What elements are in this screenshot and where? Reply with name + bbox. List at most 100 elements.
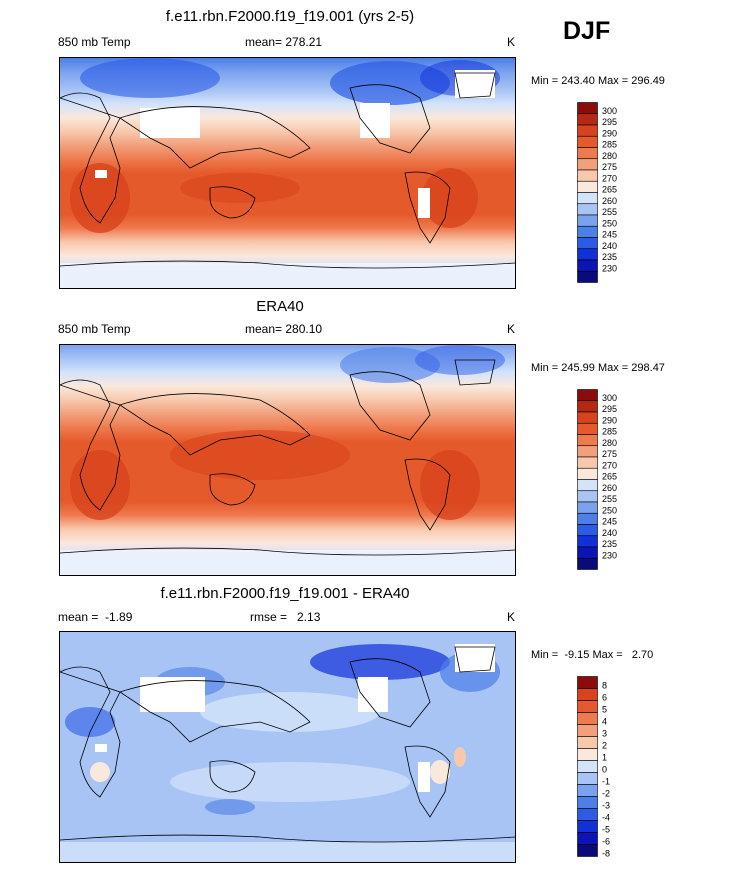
panel2-colorbar: 300 295 290 285 280 275 270 265 260 255 250 245 240 2… [577,389,637,579]
panel3-colorbar-swatch [577,832,598,845]
panel1-map [59,57,516,289]
panel1-minmax: Min = 243.40 Max = 296.49 [531,75,665,87]
panel3-colorbar-tick-label: -4 [602,813,610,823]
panel2-colorbar-tick-label: 295 [602,404,617,414]
panel3-colorbar-swatch [577,748,598,761]
panel2-minmax: Min = 245.99 Max = 298.47 [531,362,665,374]
panel1-colorbar-tick-label: 270 [602,173,617,183]
panel1-colorbar-tick-label: 250 [602,218,617,228]
panel2-colorbar-swatch [577,411,598,424]
panel3-colorbar-swatch [577,844,598,857]
panel1-colorbar-swatch [577,192,598,205]
panel1-colorbar-swatch [577,203,598,216]
panel2-map [59,344,516,576]
panel3-colorbar-tick-label: -8 [602,849,610,859]
panel1-mean-label: mean= 278.21 [245,35,323,49]
panel3-colorbar-swatch [577,796,598,809]
panel2-colorbar-swatch [577,546,598,559]
panel3-colorbar-swatch [577,772,598,785]
panel1-colorbar-swatch [577,237,598,250]
panel1-colorbar-tick-label: 275 [602,162,617,172]
panel3-colorbar-tick-label: -1 [602,777,610,787]
panel1-colorbar-tick-label: 265 [602,185,617,195]
panel3-colorbar-tick-label: 1 [602,753,607,763]
panel2-colorbar-swatch [577,389,598,402]
season-label: DJF [563,17,611,45]
panel3-colorbar-swatch [577,688,598,701]
panel2-colorbar-tick-label: 255 [602,494,617,504]
panel2-colorbar-swatch [577,490,598,503]
panel2-colorbar-swatch [577,535,598,548]
panel2-colorbar-swatch [577,501,598,514]
panel3-colorbar-tick-label: 5 [602,705,607,715]
panel1-colorbar-svg: 3002952902852802752702652602552502452402… [577,102,617,283]
panel2-colorbar-swatch [577,557,598,570]
panel2-colorbar-swatch [577,400,598,413]
panel2-colorbar-swatch [577,445,598,458]
panel1-colorbar-swatch [577,135,598,148]
panel3-colorbar-tick-label: 0 [602,765,607,775]
panel3-colorbar-tick-label: -6 [602,837,610,847]
panel1-colorbar-tick-label: 235 [602,252,617,262]
panel1-colorbar: 300 295 290 285 280 275 270 265 260 255 250 245 240 2… [577,102,637,292]
panel2-colorbar-tick-label: 290 [602,415,617,425]
panel3-map [59,631,516,863]
panel3-map-svg [60,632,515,862]
panel1-colorbar-tick-label: 285 [602,140,617,150]
panel1-colorbar-swatch [577,124,598,137]
panel3-title: f.e11.rbn.F2000.f19_f19.001 - ERA40 [160,585,410,602]
panel2-colorbar-tick-label: 240 [602,528,617,538]
panel2-colorbar-tick-label: 270 [602,460,617,470]
panel3-colorbar-tick-label: 8 [602,681,607,691]
panel1-colorbar-tick-label: 260 [602,196,617,206]
panel2-colorbar-tick-label: 265 [602,472,617,482]
panel3-colorbar-tick-label: 6 [602,693,607,703]
panel2-title: ERA40 [256,298,304,315]
panel3-colorbar-tick-label: -3 [602,801,610,811]
panel1-colorbar-tick-label: 300 [602,106,617,116]
panel2-colorbar-tick-label: 275 [602,449,617,459]
panel3-colorbar-swatch [577,700,598,713]
panel2-colorbar-swatch [577,512,598,525]
panel2-colorbar-swatch [577,524,598,537]
panel2-variable-label: 850 mb Temp [58,322,131,336]
panel1-colorbar-tick-label: 240 [602,241,617,251]
panel1-colorbar-tick-label: 290 [602,128,617,138]
panel2-colorbar-tick-label: 285 [602,427,617,437]
panel1-colorbar-swatch [577,214,598,227]
panel2-colorbar-swatch [577,456,598,469]
panel3-colorbar-swatch [577,676,598,689]
panel1-colorbar-tick-label: 230 [602,263,617,273]
panel1-colorbar-swatch [577,225,598,238]
panel2-colorbar-svg: 3002952902852802752702652602552502452402… [577,389,617,570]
panel2-mean-label: mean= 280.10 [245,322,323,336]
panel2-units-label: K [507,322,516,336]
panel2-colorbar-swatch [577,422,598,435]
panel3-colorbar-tick-label: 4 [602,717,607,727]
panel3-colorbar-svg: 8 6 5 4 3 2 1 0 -1 -2 -3 -4 -5 -6 -8 [577,676,610,859]
panel1-colorbar-swatch [577,169,598,182]
panel2-colorbar-tick-label: 260 [602,483,617,493]
panel1-colorbar-swatch [577,158,598,171]
panel1-colorbar-swatch [577,180,598,193]
panel1-colorbar-swatch [577,270,598,283]
panel2-colorbar-swatch [577,467,598,480]
panel2-colorbar-swatch [577,434,598,447]
panel1-variable-label: 850 mb Temp [58,35,131,49]
panel1-colorbar-swatch [577,147,598,160]
panel1-colorbar-tick-label: 245 [602,230,617,240]
panel2-colorbar-tick-label: 230 [602,550,617,560]
panel3-colorbar-swatch [577,820,598,833]
panel1-colorbar-swatch [577,259,598,272]
panel3-mean-label: mean = -1.89 [58,610,133,624]
panel3-colorbar-swatch [577,736,598,749]
panel1-colorbar-swatch [577,102,598,115]
panel2-map-svg [60,345,515,575]
panel2-colorbar-tick-label: 235 [602,539,617,549]
panel3-rmse-label: rmse = 2.13 [250,610,321,624]
panel3-colorbar-tick-label: 2 [602,741,607,751]
panel2-colorbar-tick-label: 300 [602,393,617,403]
panel3-minmax: Min = -9.15 Max = 2.70 [531,649,654,661]
panel1-colorbar-swatch [577,113,598,126]
panel3-colorbar-tick-label: 3 [602,729,607,739]
